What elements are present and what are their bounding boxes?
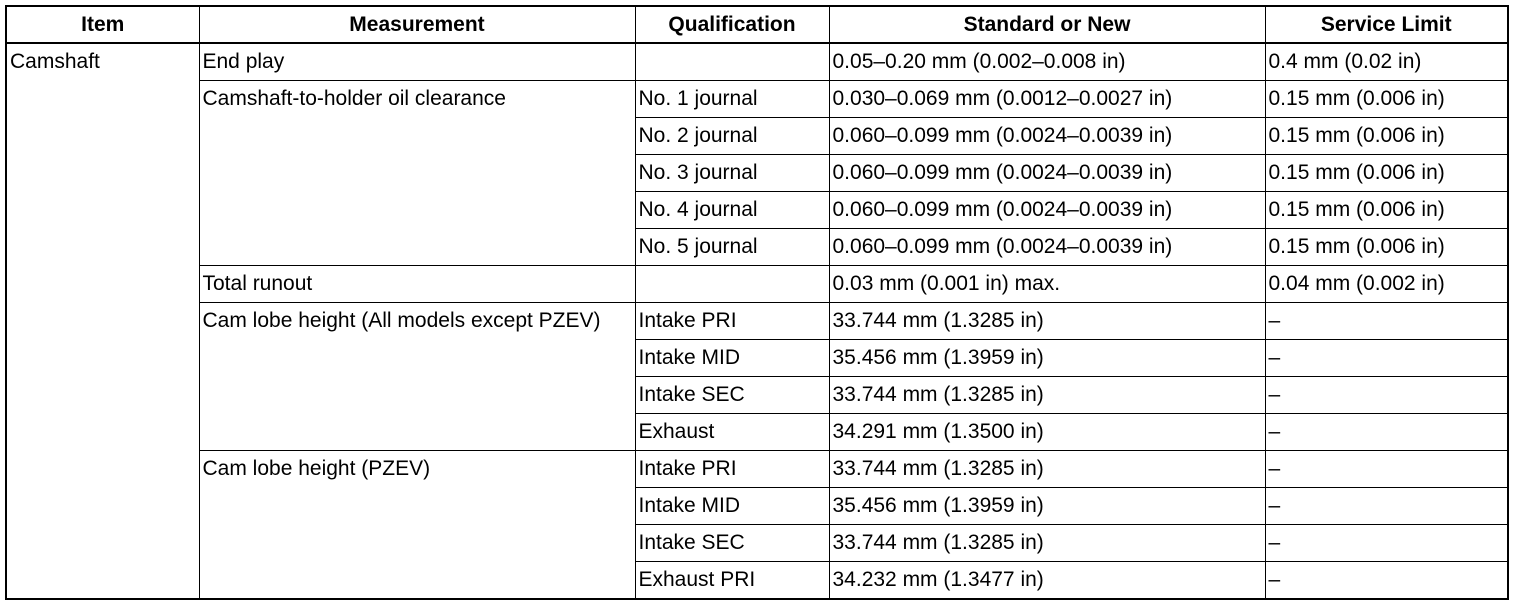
measurement-cell: End play [198,42,636,81]
qualification-cell: No. 3 journal [634,154,830,192]
standard-cell: 0.030–0.069 mm (0.0012–0.0027 in) [828,80,1266,118]
standard-cell: 33.744 mm (1.3285 in) [828,450,1266,488]
standard-cell: 35.456 mm (1.3959 in) [828,339,1266,377]
header-row: Item Measurement Qualification Standard … [5,5,1509,44]
qualification-cell: No. 5 journal [634,228,830,266]
row: No. 3 journal 0.060–0.099 mm (0.0024–0.0… [6,154,1509,192]
header-cell: Item [5,5,200,44]
limit-cell: – [1264,487,1509,525]
row: Intake SEC 33.744 mm (1.3285 in) – [6,524,1509,562]
limit-cell: 0.15 mm (0.006 in) [1264,154,1509,192]
limit-cell: – [1264,450,1509,488]
empty-cell [634,265,830,303]
standard-cell: 33.744 mm (1.3285 in) [828,302,1266,340]
header-cell: Service Limit [1264,5,1509,44]
standard-cell: 0.05–0.20 mm (0.002–0.008 in) [828,42,1266,81]
empty-cell [634,42,830,81]
limit-cell: – [1264,376,1509,414]
row: Cam lobe height (PZEV) Intake PRI 33.744… [6,450,1509,600]
qualification-cell: Intake SEC [634,524,830,562]
measurement-cell: Cam lobe height (PZEV) [198,450,636,600]
limit-cell: – [1264,302,1509,340]
header-cell: Measurement [198,5,636,44]
standard-cell: 0.060–0.099 mm (0.0024–0.0039 in) [828,154,1266,192]
limit-cell: 0.4 mm (0.02 in) [1264,42,1509,81]
measurement-cell: Total runout [198,265,636,303]
header-cell: Qualification [634,5,830,44]
measurement-cell: Cam lobe height (All models except PZEV) [198,302,636,451]
measurement-cell: Camshaft-to-holder oil clearance [198,80,636,266]
header-cell: Standard or New [828,5,1266,44]
row: Intake MID 35.456 mm (1.3959 in) – [6,487,1509,525]
limit-cell: 0.15 mm (0.006 in) [1264,191,1509,229]
qualification-cell: No. 4 journal [634,191,830,229]
limit-cell: 0.15 mm (0.006 in) [1264,117,1509,155]
row: Exhaust 34.291 mm (1.3500 in) – [6,413,1509,451]
row: No. 2 journal 0.060–0.099 mm (0.0024–0.0… [6,117,1509,155]
limit-cell: 0.04 mm (0.002 in) [1264,265,1509,303]
limit-cell: – [1264,561,1509,600]
row: Intake SEC 33.744 mm (1.3285 in) – [6,376,1509,414]
standard-cell: 33.744 mm (1.3285 in) [828,524,1266,562]
row: Camshaft-to-holder oil clearance No. 1 j… [6,80,1509,266]
standard-cell: 35.456 mm (1.3959 in) [828,487,1266,525]
qualification-cell: Intake SEC [634,376,830,414]
qualification-cell: Intake PRI [634,302,830,340]
qualification-cell: Intake PRI [634,450,830,488]
limit-cell: – [1264,524,1509,562]
standard-cell: 0.060–0.099 mm (0.0024–0.0039 in) [828,228,1266,266]
limit-cell: – [1264,413,1509,451]
qualification-cell: Intake MID [634,487,830,525]
row: No. 4 journal 0.060–0.099 mm (0.0024–0.0… [6,191,1509,229]
standard-cell: 34.232 mm (1.3477 in) [828,561,1266,600]
row: Intake MID 35.456 mm (1.3959 in) – [6,339,1509,377]
standard-cell: 33.744 mm (1.3285 in) [828,376,1266,414]
qualification-cell: Exhaust PRI [634,561,830,600]
row: No. 5 journal 0.060–0.099 mm (0.0024–0.0… [6,228,1509,266]
item-cell: Camshaft [5,42,200,600]
qualification-cell: No. 2 journal [634,117,830,155]
row: Total runout 0.03 mm (0.001 in) max. 0.0… [6,265,1509,303]
limit-cell: 0.15 mm (0.006 in) [1264,80,1509,118]
standard-cell: 0.060–0.099 mm (0.0024–0.0039 in) [828,191,1266,229]
limit-cell: – [1264,339,1509,377]
qualification-cell: No. 1 journal [634,80,830,118]
row: Cam lobe height (All models except PZEV)… [6,302,1509,451]
qualification-cell: Exhaust [634,413,830,451]
row: Camshaft End play 0.05–0.20 mm (0.002–0.… [5,42,1509,600]
row: Exhaust PRI 34.232 mm (1.3477 in) – [6,561,1509,600]
standard-cell: 0.060–0.099 mm (0.0024–0.0039 in) [828,117,1266,155]
limit-cell: 0.15 mm (0.006 in) [1264,228,1509,266]
standard-cell: 0.03 mm (0.001 in) max. [828,265,1266,303]
spec-table: Item Measurement Qualification Standard … [5,5,1509,600]
qualification-cell: Intake MID [634,339,830,377]
standard-cell: 34.291 mm (1.3500 in) [828,413,1266,451]
